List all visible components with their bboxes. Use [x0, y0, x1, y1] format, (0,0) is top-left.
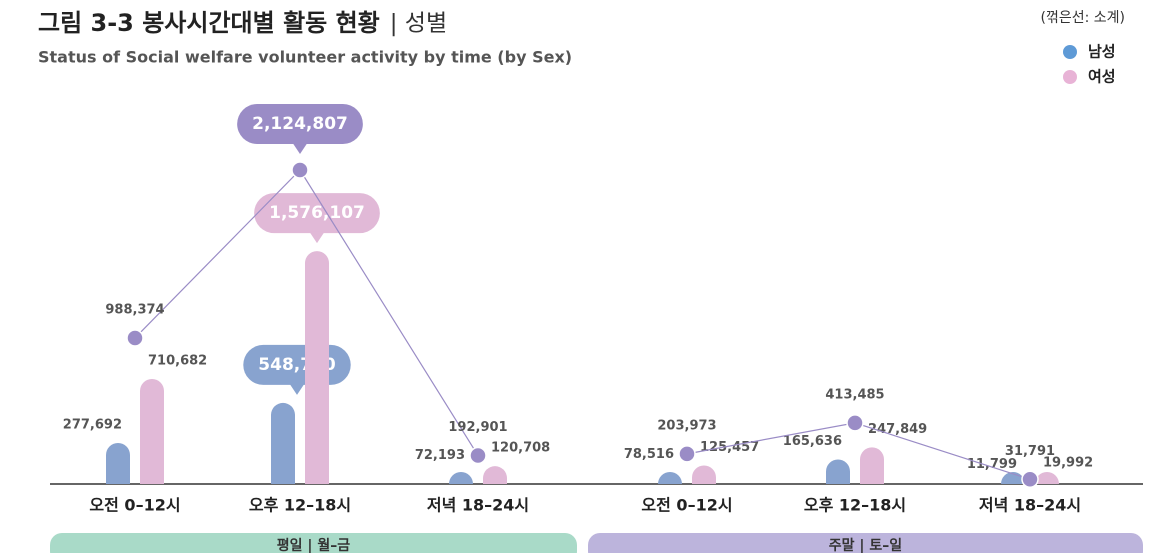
value-label: 11,799: [967, 457, 1017, 472]
group-label: 평일 | 월–금: [277, 537, 351, 553]
x-tick-label: 오후 12–18시: [249, 496, 351, 515]
bar: [106, 442, 130, 484]
bar: [140, 378, 164, 484]
note: (꺾은선: 소계): [1041, 10, 1126, 26]
value-label: 710,682: [148, 353, 207, 368]
total-point: [291, 161, 309, 179]
chart-title: 그림 3-3 봉사시간대별 활동 현황: [38, 9, 380, 37]
legend-swatch: [1063, 70, 1077, 84]
x-tick-label: 오전 0–12시: [641, 496, 732, 515]
x-tick-label: 저녁 18–24시: [427, 496, 529, 515]
bubble-pointer: [292, 142, 308, 154]
value-label: 413,485: [825, 387, 884, 402]
bar: [658, 472, 682, 484]
total-point: [1021, 470, 1039, 489]
value-label: 19,992: [1043, 456, 1093, 471]
value-label: 31,791: [1005, 444, 1055, 459]
chart-subtitle: Status of Social welfare volunteer activ…: [38, 48, 572, 67]
bar: [305, 251, 329, 484]
bar: [1035, 472, 1059, 484]
bubble-pointer: [309, 231, 325, 244]
chart-title-suffix: | 성별: [390, 11, 447, 37]
legend-label: 여성: [1088, 68, 1116, 86]
x-tick-label: 오전 0–12시: [89, 496, 180, 515]
bar: [271, 402, 295, 484]
bar: [449, 472, 473, 484]
bubble-box: [237, 104, 363, 144]
value-label: 165,636: [783, 434, 842, 449]
value-label-bubble: 1,576,107: [269, 203, 365, 223]
bar: [483, 466, 507, 484]
total-point: [469, 446, 487, 465]
group-band: [588, 533, 1143, 553]
group-label: 주말 | 토–일: [829, 538, 902, 553]
bar: [692, 465, 716, 484]
x-tick-label: 저녁 18–24시: [979, 496, 1081, 515]
value-label: 192,901: [448, 420, 507, 435]
value-label: 203,973: [657, 418, 716, 433]
bar: [826, 459, 850, 484]
value-label-bubble: 2,124,807: [252, 114, 348, 134]
value-label: 988,374: [105, 302, 164, 317]
group-band: [50, 533, 577, 553]
legend-swatch: [1063, 45, 1077, 59]
total-point: [126, 329, 144, 347]
value-label: 277,692: [63, 417, 122, 432]
bar: [1001, 472, 1025, 484]
value-label: 120,708: [491, 441, 550, 456]
bubble-box: [254, 193, 380, 234]
value-label: 78,516: [624, 447, 674, 462]
legend-label: 남성: [1088, 43, 1116, 61]
bubble-pointer: [289, 382, 305, 395]
x-tick-label: 오후 12–18시: [804, 496, 906, 515]
value-label: 72,193: [415, 448, 465, 463]
total-point: [846, 414, 864, 432]
bar: [860, 447, 884, 484]
total-point: [678, 445, 696, 463]
value-label: 247,849: [868, 422, 927, 437]
